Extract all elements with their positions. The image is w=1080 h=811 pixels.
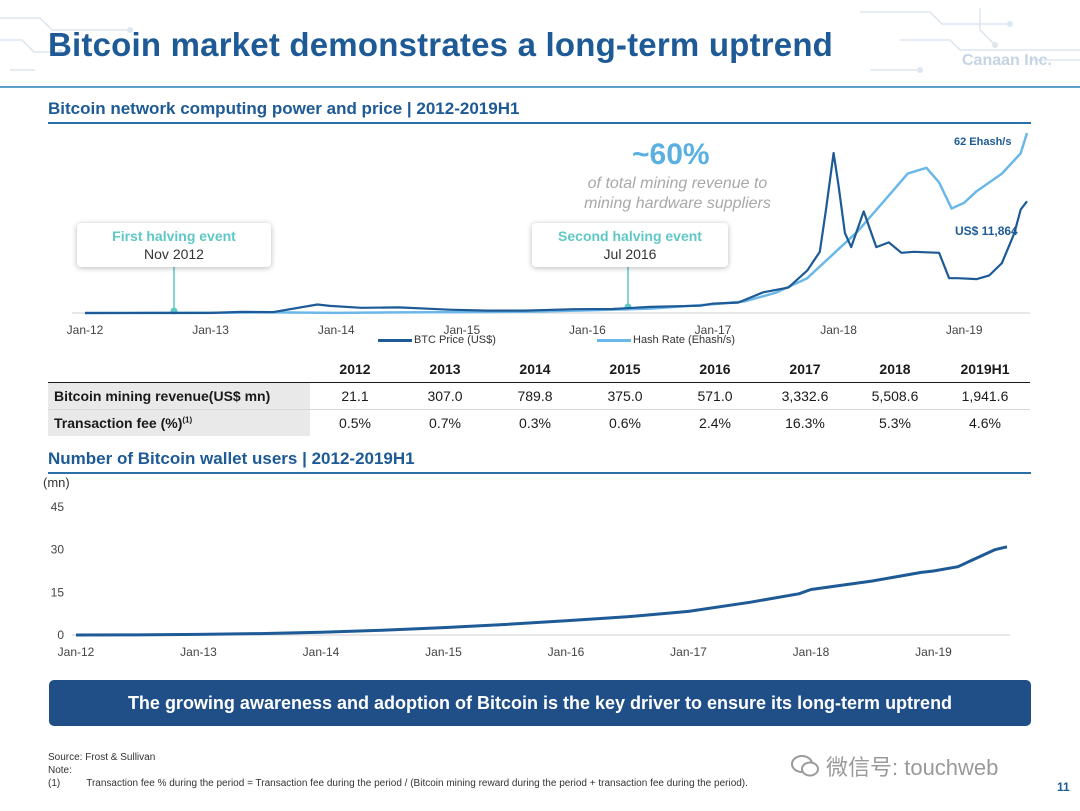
x-tick-label: Jan-16	[569, 323, 606, 337]
table-year: 2012	[310, 356, 400, 383]
x-tick-label: Jan-12	[67, 323, 104, 337]
first-halving-date: Nov 2012	[144, 246, 204, 262]
table-year: 2015	[580, 356, 670, 383]
x-tick-label: Jan-14	[303, 645, 340, 659]
note-label: Note:	[48, 765, 72, 776]
table-cell: 0.6%	[609, 415, 641, 431]
legend-swatch-btc	[378, 338, 412, 342]
y-tick-label: 0	[57, 628, 64, 642]
source-note: Source: Frost & Sullivan	[48, 752, 156, 763]
y-tick-label: 30	[51, 543, 65, 557]
y-tick-label: 45	[51, 500, 65, 514]
x-tick-label: Jan-15	[443, 323, 480, 337]
table-year: 2013	[400, 356, 490, 383]
table-year: 2018	[850, 356, 940, 383]
table-cell: 1,941.6	[940, 382, 1030, 410]
table-year: 2016	[670, 356, 760, 383]
table-cell: 16.3%	[785, 415, 825, 431]
table-year: 2017	[760, 356, 850, 383]
section1-rule	[48, 122, 1031, 124]
table-cell: 571.0	[670, 382, 760, 410]
legend-swatch-hash	[597, 338, 631, 342]
section2-title: Number of Bitcoin wallet users | 2012-20…	[48, 449, 415, 468]
x-tick-label: Jan-18	[793, 645, 830, 659]
mining-share-desc-line2: mining hardware suppliers	[584, 195, 771, 212]
footnote: (1) Transaction fee % during the period =…	[48, 778, 748, 789]
x-tick-label: Jan-13	[180, 645, 217, 659]
wechat-icon	[791, 755, 819, 777]
mining-share-percent: ~60%	[632, 138, 710, 171]
wallet-users-line	[75, 545, 1008, 637]
table-cell: 5,508.6	[850, 382, 940, 410]
x-tick-label: Jan-14	[318, 323, 355, 337]
table-row: Bitcoin mining revenue(US$ mn) 21.1 307.…	[48, 382, 1030, 410]
table-cell: 0.7%	[429, 415, 461, 431]
footnote-marker: (1)	[48, 778, 61, 789]
table-cell: 21.1	[310, 382, 400, 410]
footnote-text: Transaction fee % during the period = Tr…	[86, 778, 748, 789]
table-header-row: 2012 2013 2014 2015 2016 2017 2018 2019H…	[48, 356, 1030, 383]
table-cell: 0.5%	[339, 415, 371, 431]
mining-share-desc-line1: of total mining revenue to	[587, 175, 768, 192]
legend-label-btc: BTC Price (US$)	[414, 334, 496, 346]
x-tick-label: Jan-15	[425, 645, 462, 659]
watermark-text: 微信号: touchweb	[826, 755, 999, 780]
legend-label-hash: Hash Rate (Ehash/s)	[633, 334, 736, 346]
table-year: 2019H1	[940, 356, 1030, 383]
row-label-transaction-fee: Transaction fee (%)(1)	[48, 409, 310, 436]
x-tick-label: Jan-16	[548, 645, 585, 659]
table-year: 2014	[490, 356, 580, 383]
table-cell: 3,332.6	[760, 382, 850, 410]
footnote-ref: (1)	[182, 415, 193, 425]
hashrate-end-label: 62 Ehash/s	[954, 136, 1012, 148]
watermark: 微信号: touchweb	[790, 750, 998, 782]
section2-rule	[48, 472, 1031, 474]
btc-price-line	[84, 151, 1028, 315]
row-label-transaction-fee-text: Transaction fee (%)	[54, 415, 183, 431]
legend-hash-rate: Hash Rate (Ehash/s)	[597, 334, 735, 346]
x-tick-label: Jan-12	[58, 645, 95, 659]
x-tick-label: Jan-17	[695, 323, 732, 337]
title-rule	[0, 86, 1080, 88]
second-halving-date: Jul 2016	[603, 246, 657, 262]
x-tick-label: Jan-18	[820, 323, 857, 337]
x-tick-label: Jan-19	[946, 323, 983, 337]
legend-btc-price: BTC Price (US$)	[378, 334, 496, 346]
x-tick-label: Jan-19	[915, 645, 952, 659]
table-cell: 0.3%	[519, 415, 551, 431]
key-driver-banner: The growing awareness and adoption of Bi…	[49, 680, 1031, 726]
table-cell: 307.0	[400, 382, 490, 410]
row-label-mining-revenue: Bitcoin mining revenue(US$ mn)	[48, 382, 310, 410]
company-logo: Canaan Inc.	[962, 52, 1052, 69]
table-cell: 789.8	[490, 382, 580, 410]
page-number: 11	[1057, 780, 1070, 794]
table-row: Transaction fee (%)(1) 0.5% 0.7% 0.3% 0.…	[48, 409, 1030, 436]
mining-revenue-table: 2012 2013 2014 2015 2016 2017 2018 2019H…	[48, 356, 1030, 436]
y-tick-label: 15	[51, 585, 65, 599]
circuit-decoration	[0, 8, 1080, 73]
slide-title: Bitcoin market demonstrates a long-term …	[48, 26, 834, 63]
table-header-corner	[48, 356, 310, 383]
first-halving-callout: First halving event Nov 2012	[77, 223, 271, 267]
second-halving-title: Second halving event	[558, 228, 702, 244]
btc-price-end-label: US$ 11,864	[955, 224, 1018, 238]
table-cell: 4.6%	[969, 415, 1001, 431]
table-cell: 5.3%	[879, 415, 911, 431]
section1-title: Bitcoin network computing power and pric…	[48, 99, 520, 118]
wallet-unit-label: (mn)	[43, 475, 70, 490]
first-halving-title: First halving event	[112, 228, 236, 244]
hash-rate-line	[84, 132, 1029, 315]
second-halving-callout: Second halving event Jul 2016	[532, 223, 728, 267]
table-cell: 375.0	[580, 382, 670, 410]
x-tick-label: Jan-17	[670, 645, 707, 659]
table-cell: 2.4%	[699, 415, 731, 431]
x-tick-label: Jan-13	[192, 323, 229, 337]
mining-share-description: of total mining revenue to mining hardwa…	[560, 174, 795, 214]
